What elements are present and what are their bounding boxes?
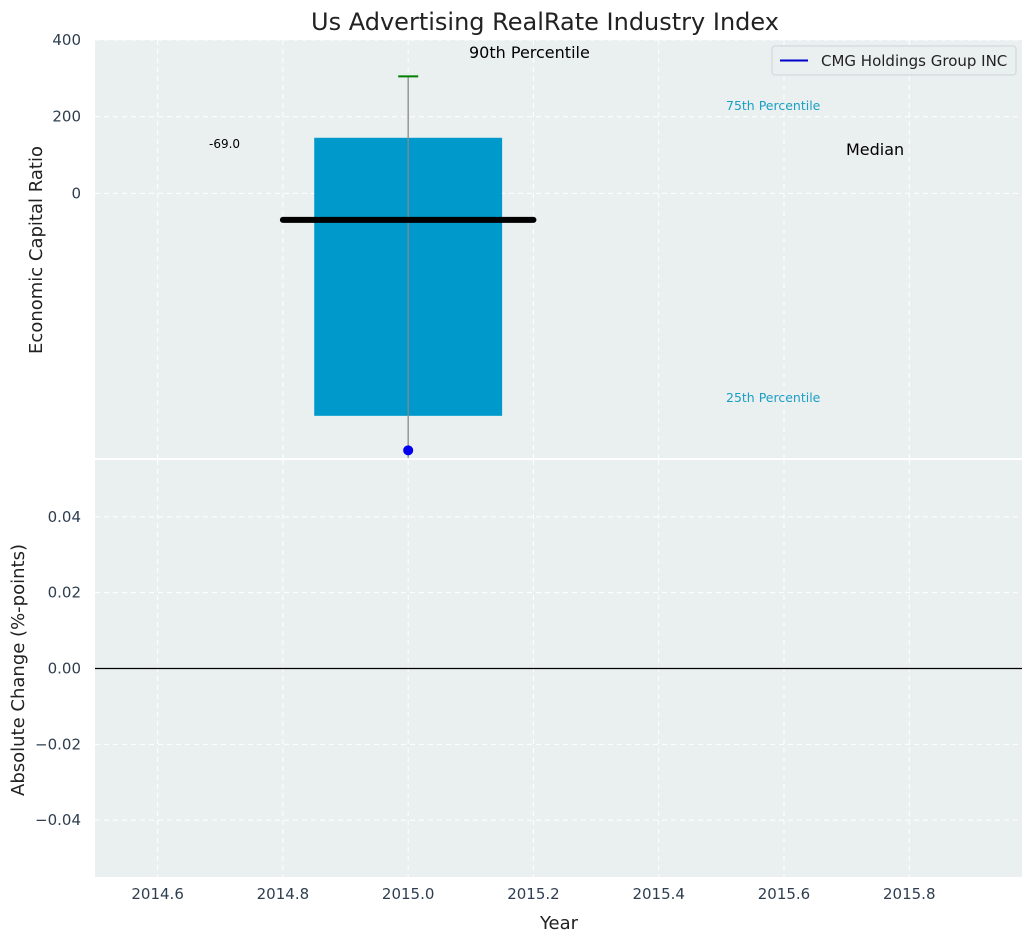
x-tick-label: 2015.8 (883, 885, 936, 903)
top-y-tick-label: 400 (52, 31, 81, 49)
legend: CMG Holdings Group INC (771, 45, 1017, 76)
chart-title: Us Advertising RealRate Industry Index (311, 8, 779, 36)
annotation-median: Median (846, 140, 904, 159)
x-axis-label: Year (539, 913, 579, 934)
tick-labels: 0 200 400 0.04 0.02 0.00 −0.02 −0.04 2014.6 2014.… (35, 31, 935, 903)
x-tick-label: 2014.8 (257, 885, 310, 903)
top-y-axis-label: Economic Capital Ratio (26, 146, 47, 354)
median-value-label: -69.0 (209, 137, 240, 151)
bottom-y-tick-label: 0.00 (48, 660, 81, 678)
company-point (403, 445, 414, 456)
x-tick-label: 2015.6 (758, 885, 811, 903)
legend-box (771, 45, 1017, 76)
x-tick-label: 2015.0 (382, 885, 435, 903)
x-tick-label: 2015.4 (632, 885, 685, 903)
bottom-y-tick-label: 0.04 (48, 508, 81, 526)
annotation-75th-percentile: 75th Percentile (726, 98, 821, 113)
top-y-tick-label: 200 (52, 108, 81, 126)
bottom-y-tick-label: −0.02 (35, 735, 81, 753)
x-tick-label: 2014.6 (131, 885, 184, 903)
bottom-y-tick-label: −0.04 (35, 811, 81, 829)
annotation-25th-percentile: 25th Percentile (726, 390, 821, 405)
top-y-tick-label: 0 (71, 184, 81, 202)
top-plot-area (95, 40, 1022, 458)
x-tick-label: 2015.2 (507, 885, 560, 903)
annotation-90th-percentile: 90th Percentile (469, 43, 590, 62)
legend-entry-cmg: CMG Holdings Group INC (821, 52, 1007, 70)
bottom-y-tick-label: 0.02 (48, 584, 81, 602)
bottom-y-axis-label: Absolute Change (%-points) (8, 544, 29, 796)
chart-marks (95, 75, 1022, 670)
